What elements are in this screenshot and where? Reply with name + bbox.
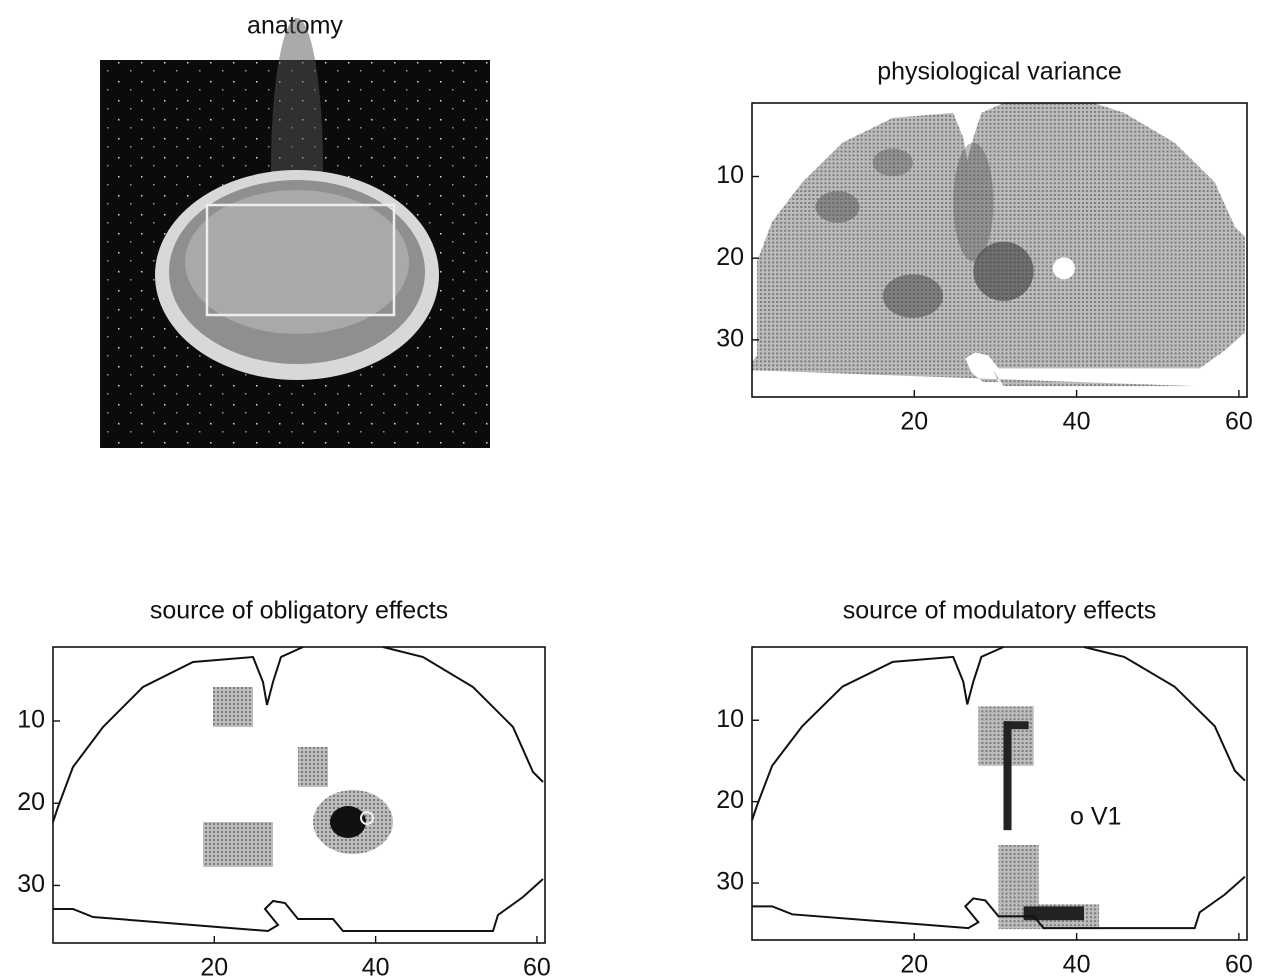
y-tick-label: 20 — [17, 788, 45, 816]
x-tick-label: 40 — [1063, 951, 1091, 979]
y-tick-label: 10 — [17, 706, 45, 734]
annotation: o V1 — [1070, 803, 1121, 831]
anatomy-image — [100, 18, 490, 448]
x-tick-label: 40 — [1063, 408, 1091, 436]
panel-title: physiological variance — [877, 58, 1122, 86]
x-tick-label: 20 — [900, 408, 928, 436]
panel-title: source of obligatory effects — [150, 597, 448, 625]
y-tick-label: 10 — [716, 161, 744, 189]
y-tick-label: 30 — [716, 324, 744, 352]
axes-frame — [52, 646, 546, 944]
axes-frame — [751, 646, 1248, 941]
x-tick-label: 40 — [362, 954, 390, 980]
variance-image — [752, 103, 1245, 387]
x-tick-label: 20 — [900, 951, 928, 979]
x-tick-label: 20 — [200, 954, 228, 980]
obligatory-image — [52, 646, 544, 932]
x-tick-label: 60 — [1225, 408, 1253, 436]
panel-title: source of modulatory effects — [843, 597, 1157, 625]
x-tick-label: 60 — [1225, 951, 1253, 979]
y-tick-label: 20 — [716, 243, 744, 271]
modulatory-image — [750, 645, 1246, 930]
axes-frame — [751, 102, 1248, 398]
x-tick-label: 60 — [523, 954, 551, 980]
y-tick-label: 20 — [716, 786, 744, 814]
y-tick-label: 30 — [17, 870, 45, 898]
y-tick-label: 10 — [716, 705, 744, 733]
y-tick-label: 30 — [716, 868, 744, 896]
